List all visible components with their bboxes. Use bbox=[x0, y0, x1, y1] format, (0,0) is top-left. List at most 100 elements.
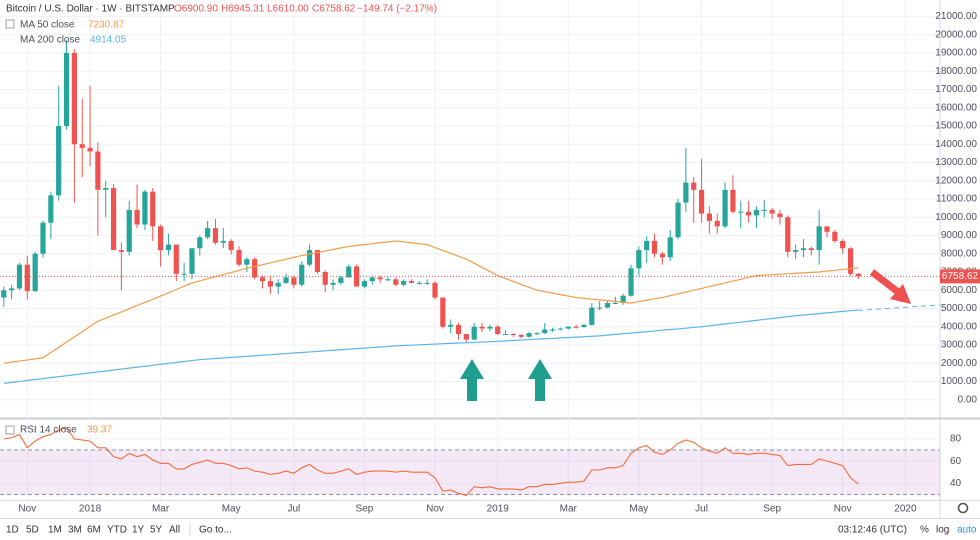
range-button[interactable]: 6M bbox=[87, 525, 101, 536]
range-button[interactable]: 1Y bbox=[132, 525, 145, 536]
candle-body bbox=[659, 253, 665, 258]
moving-average bbox=[3, 240, 859, 364]
candle-body bbox=[401, 281, 407, 285]
candle-body bbox=[550, 329, 556, 331]
candle-body bbox=[408, 281, 415, 283]
y-tick-label: 11000.00 bbox=[936, 194, 977, 205]
candle-body bbox=[244, 259, 250, 265]
candle-body bbox=[746, 211, 752, 216]
candle-body bbox=[855, 273, 861, 277]
candle-body bbox=[275, 282, 281, 287]
ohlc-close: C6758.62 bbox=[312, 4, 356, 15]
scale-option[interactable]: auto bbox=[957, 525, 977, 536]
candle-body bbox=[126, 209, 132, 252]
settings-icon[interactable] bbox=[957, 502, 969, 514]
candle-body bbox=[158, 226, 164, 251]
collapse-icon[interactable] bbox=[5, 19, 15, 29]
candle-body bbox=[816, 226, 822, 251]
candle-body bbox=[150, 191, 156, 227]
candle-body bbox=[487, 326, 493, 329]
scale-option[interactable]: % bbox=[920, 525, 929, 536]
range-button[interactable]: 5D bbox=[26, 525, 39, 536]
y-tick-label: 4000.00 bbox=[941, 321, 978, 332]
candle-body bbox=[722, 189, 728, 227]
x-tick-label: Nov bbox=[834, 504, 852, 515]
y-tick-label: 19000.00 bbox=[935, 48, 977, 59]
range-button[interactable]: 3M bbox=[68, 525, 82, 536]
candle-body bbox=[730, 189, 736, 212]
plot bbox=[0, 40, 940, 497]
clock[interactable]: 03:12:46 (UTC) bbox=[838, 525, 907, 536]
candle-body bbox=[495, 326, 501, 335]
candle-body bbox=[189, 248, 195, 274]
y-tick-label: 16000.00 bbox=[935, 102, 977, 113]
candle-body bbox=[510, 334, 516, 336]
x-tick-label: Sep bbox=[763, 504, 781, 515]
candle-body bbox=[738, 211, 744, 213]
candle-body bbox=[636, 250, 642, 269]
y-tick-label: 60 bbox=[950, 456, 962, 467]
collapse-icon[interactable] bbox=[5, 425, 15, 435]
candle-body bbox=[604, 303, 611, 308]
y-tick-label: 18000.00 bbox=[935, 66, 977, 77]
candle-body bbox=[259, 277, 266, 282]
candle-body bbox=[667, 237, 673, 258]
candle-body bbox=[103, 188, 109, 190]
y-tick-label: 8000.00 bbox=[941, 248, 978, 259]
candle-body bbox=[620, 295, 626, 304]
candle-body bbox=[534, 333, 540, 335]
candle-body bbox=[220, 240, 226, 243]
candle-body bbox=[785, 217, 791, 252]
candle-body bbox=[354, 266, 360, 287]
x-tick-label: Sep bbox=[356, 504, 374, 515]
candle-body bbox=[173, 244, 179, 274]
candle-body bbox=[252, 259, 258, 278]
range-button[interactable]: 1M bbox=[48, 525, 62, 536]
range-button[interactable]: 1D bbox=[6, 525, 19, 536]
symbol-title: Bitcoin / U.S. Dollar · 1W · BITSTAMP bbox=[6, 4, 175, 15]
labels: Bitcoin / U.S. Dollar · 1W · BITSTAMP O6… bbox=[5, 4, 969, 514]
candle-body bbox=[291, 277, 297, 285]
candle-body bbox=[212, 228, 219, 243]
candle-body bbox=[526, 333, 532, 337]
candle-body bbox=[110, 188, 117, 251]
range-button[interactable]: 5Y bbox=[150, 525, 163, 536]
up-arrow bbox=[460, 359, 484, 401]
candle-body bbox=[691, 182, 697, 190]
candle-body bbox=[416, 282, 422, 284]
y-tick-label: 12000.00 bbox=[935, 175, 977, 186]
candle-body bbox=[518, 334, 524, 337]
candle-body bbox=[463, 334, 469, 340]
range-button[interactable]: All bbox=[169, 525, 180, 536]
candle-body bbox=[542, 329, 548, 334]
y-tick-label: 3000.00 bbox=[941, 340, 978, 351]
y-tick-label: 2000.00 bbox=[941, 358, 978, 369]
rsi-band bbox=[0, 450, 940, 495]
ohlc-change: −149.74 (−2.17%) bbox=[357, 4, 437, 15]
candle-body bbox=[753, 209, 760, 216]
candle-body bbox=[793, 250, 799, 252]
candle-body bbox=[777, 213, 783, 218]
y-tick-label: 13000.00 bbox=[935, 157, 977, 168]
scale-option[interactable]: log bbox=[936, 525, 949, 536]
x-tick-label: Jul bbox=[695, 504, 708, 515]
candle-body bbox=[16, 264, 23, 289]
candle-body bbox=[769, 209, 775, 214]
goto-button[interactable]: Go to... bbox=[199, 525, 232, 536]
candle-body bbox=[48, 195, 54, 223]
ohlc-open: O6900.90 bbox=[174, 4, 218, 15]
y-tick-label: 6000.00 bbox=[941, 285, 978, 296]
ma200-legend: MA 200 close bbox=[20, 35, 80, 46]
rsi-value: 39.37 bbox=[87, 425, 112, 436]
candle-body bbox=[236, 250, 242, 265]
candle-body bbox=[118, 250, 124, 252]
ma50-value: 7230.87 bbox=[88, 20, 125, 31]
candle-body bbox=[800, 248, 807, 251]
y-tick-label: 14000.00 bbox=[935, 139, 977, 150]
last-price-tag bbox=[940, 269, 980, 284]
candle-body bbox=[346, 266, 352, 278]
candle-body bbox=[377, 277, 383, 280]
range-button[interactable]: YTD bbox=[107, 525, 127, 536]
candle-body bbox=[24, 264, 30, 292]
